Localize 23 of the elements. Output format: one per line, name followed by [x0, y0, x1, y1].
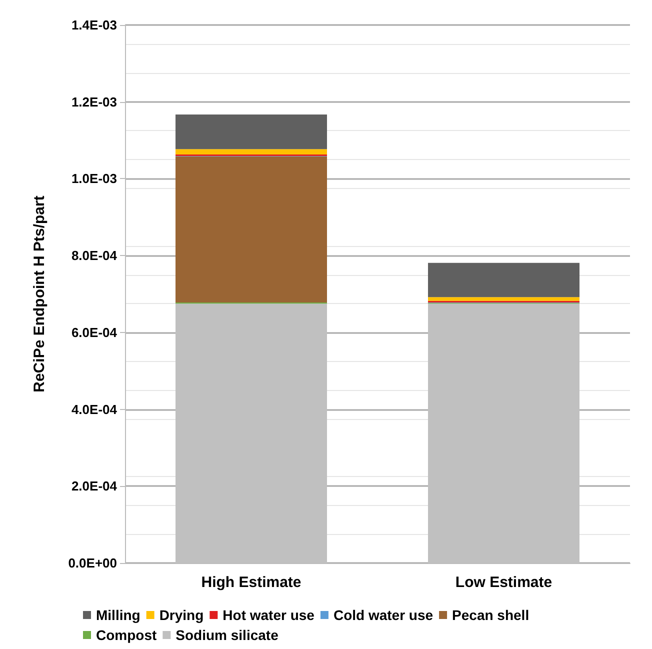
- y-tick-label: 1.0E-03: [71, 171, 117, 186]
- y-tick-label: 1.2E-03: [71, 94, 117, 110]
- bar: [176, 114, 327, 150]
- legend-label: Milling: [96, 607, 140, 623]
- bar: [176, 149, 327, 155]
- y-tick-label: 8.0E-04: [71, 248, 118, 264]
- x-tick-label: Low Estimate: [455, 574, 552, 591]
- bar: [176, 156, 327, 302]
- y-tick-label: 4.0E-04: [71, 402, 118, 417]
- bar: [428, 297, 580, 301]
- y-tick-label: 2.0E-04: [71, 478, 118, 494]
- legend-label: Sodium silicate: [176, 627, 279, 643]
- y-tick-label: 1.4E-03: [71, 18, 117, 32]
- bar: [428, 262, 580, 298]
- y-tick-label: 6.0E-04: [71, 324, 118, 340]
- legend-label: Cold water use: [333, 607, 434, 623]
- legend-label: Hot water use: [222, 607, 315, 623]
- y-tick-label: 0.0E+00: [68, 556, 117, 570]
- x-tick-label: High Estimate: [201, 574, 302, 591]
- legend-label: Compost: [96, 627, 157, 643]
- y-axis-title: ReCiPe Endpoint H Pts/part: [31, 196, 48, 392]
- legend-label: Drying: [159, 607, 204, 623]
- legend-label: Pecan shell: [452, 607, 530, 623]
